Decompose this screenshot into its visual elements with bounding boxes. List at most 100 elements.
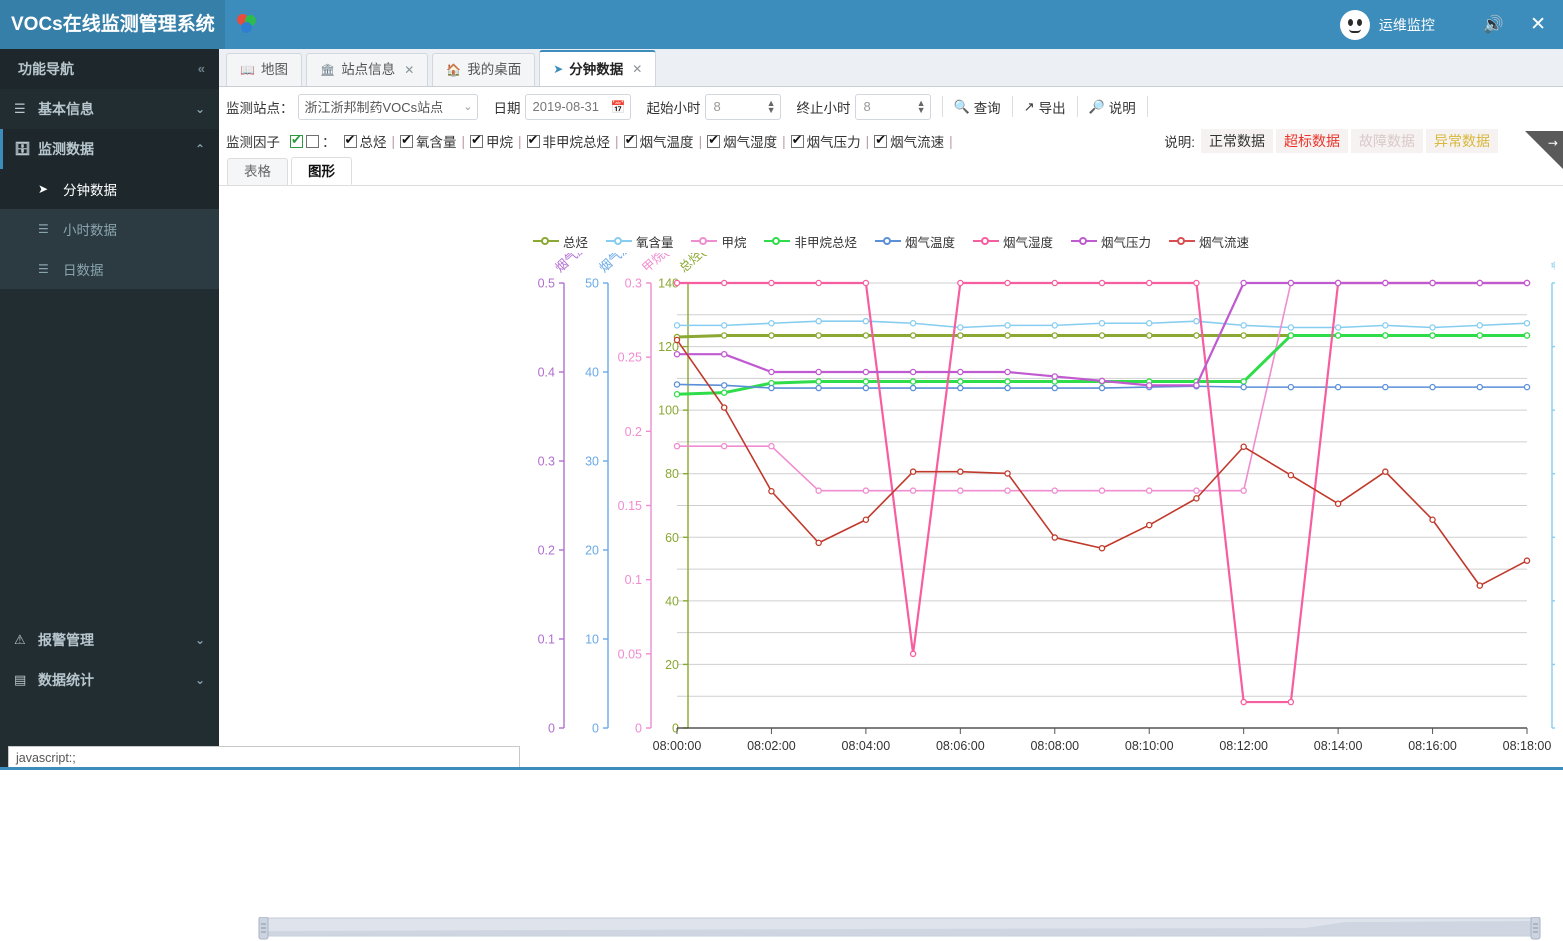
avatar[interactable] [1339,9,1370,40]
checkbox[interactable] [707,132,721,148]
sidebar-item-label: 报警管理 [38,632,94,648]
query-button[interactable]: 🔍 查询 [954,97,1001,117]
deselect-all-checkbox[interactable] [306,134,319,148]
divider: | [782,133,786,149]
tab-minute-data[interactable]: ➤ 分钟数据 ✕ [539,50,657,86]
sidebar-item-minute-data[interactable]: ➤ 分钟数据 [0,169,219,209]
legend-item-flue-humidity[interactable]: 烟气湿度 [973,232,1053,251]
axis-tick-label: 0.3 [538,455,555,469]
legend-label: 烟气压力 [1101,235,1152,250]
axis-tick-label: 0 [635,722,642,736]
chevron-up-icon: ⌃ [194,142,205,156]
checkbox[interactable] [874,132,888,148]
legend-item-nmhc[interactable]: 非甲烷总烃 [764,232,857,251]
double-chevron-left-icon[interactable]: « [197,61,205,76]
factor-item-flue-pressure[interactable]: 烟气压力 [790,131,861,151]
start-hour-stepper[interactable]: 8 ▲ ▼ [704,93,781,120]
divider [1146,96,1148,117]
tab-map[interactable]: 📖 地图 [226,53,302,86]
chart-x-axis: 08:00:00 08:02:00 08:04:00 08:06:00 08:08:00… [653,728,1551,753]
legend-marker [1169,236,1196,246]
sidebar-item-alarm-mgmt[interactable]: ⚠ 报警管理 ⌄ [0,620,219,660]
factor-item-flue-temp[interactable]: 烟气温度 [623,131,694,151]
divider: | [518,133,522,149]
help-button[interactable]: 🔎 说明 [1089,97,1136,117]
checkbox[interactable] [526,132,540,148]
tab-label: 我的桌面 [467,62,522,77]
checkbox[interactable] [343,132,357,148]
sidebar-item-label: 数据统计 [38,672,94,688]
checkbox[interactable] [790,132,804,148]
factor-item-nmhc[interactable]: 非甲烷总烃 [526,131,611,151]
axis-tick-label: 40 [585,366,599,380]
calendar-icon[interactable]: 📅 [610,99,626,114]
axis-tick-label: 0.1 [538,633,555,647]
select-all-checkbox[interactable] [290,132,303,148]
paper-plane-icon: ➤ [38,182,49,196]
date-input[interactable]: 2019-08-31 📅 [524,93,631,120]
legend-item-total-hydrocarbon[interactable]: 总烃 [532,232,588,251]
sidebar-item-data-stats[interactable]: ▤ 数据统计 ⌄ [0,660,219,700]
sidebar-item-day-data[interactable]: ☰ 日数据 [0,249,219,289]
sidebar-item-monitor-data[interactable]: 🗄 监测数据 ⌃ [0,129,219,169]
export-button[interactable]: ↗ 导出 [1024,97,1066,117]
bank-icon: 🏛 [319,63,336,77]
series-烟气压力 [673,279,1531,389]
axis-tick-label: 0.1 [625,573,642,587]
window-icon: ▤ [14,672,27,687]
tab-chart-view[interactable]: 图形 [291,157,352,185]
chart-range-scrollbar[interactable] [235,917,1563,941]
sidebar-item-hour-data[interactable]: ☰ 小时数据 [0,209,219,249]
tab-label: 地图 [260,62,288,77]
factor-item-oxygen[interactable]: 氧含量 [400,131,457,151]
axis-tick-label: 0 [592,722,599,736]
app-header: VOCs在线监测管理系统 运维监控 🔊 ✕ [0,0,1563,49]
station-select-value: 浙江浙邦制药VOCs站点 [304,100,444,115]
chevron-down-icon: ⌄ [194,102,205,116]
resize-diagonal-icon[interactable]: ↗ [1525,131,1563,169]
checkbox[interactable] [623,132,637,148]
x-tick-label: 08:00:00 [653,739,702,753]
factor-item-flue-humidity[interactable]: 烟气湿度 [707,131,777,151]
home-icon: 🏠 [446,63,462,77]
legend-label: 烟气温度 [905,235,956,250]
tab-my-desktop[interactable]: 🏠 我的桌面 [432,53,536,86]
factor-item-methane[interactable]: 甲烷 [470,131,513,151]
divider: | [615,133,619,149]
start-hour-label: 起始小时 [646,100,701,116]
sidebar-item-basic-info[interactable]: ☰ 基本信息 ⌄ [0,89,219,129]
list-icon: ☰ [14,101,26,116]
legend-item-oxygen[interactable]: 氧含量 [605,232,673,251]
checkbox[interactable] [400,132,414,148]
end-hour-stepper[interactable]: 8 ▲ ▼ [854,93,931,120]
factors-label: 监测因子 [226,135,280,150]
spinner-up-down-icon[interactable]: ▲ ▼ [766,97,776,115]
close-icon[interactable]: ✕ [632,61,643,76]
factor-label: 氧含量 [416,135,457,150]
x-tick-label: 08:16:00 [1408,739,1457,753]
axis-tick-label: 0.2 [538,544,555,558]
legend-item-flue-velocity[interactable]: 烟气流速 [1169,232,1249,251]
factor-item-flue-velocity[interactable]: 烟气流速 [874,131,944,151]
x-tick-label: 08:04:00 [842,739,891,753]
factor-item-total-hydrocarbon[interactable]: 总烃 [343,131,387,151]
checkbox[interactable] [470,132,484,148]
factor-label: 烟气压力 [806,135,861,150]
close-icon[interactable]: ✕ [404,63,415,77]
axis-tick-label: 100 [658,404,679,418]
legend-item-methane[interactable]: 甲烷 [691,232,746,251]
factor-label: 非甲烷总烃 [542,135,611,150]
tab-table-view[interactable]: 表格 [227,158,288,185]
database-icon: 🗄 [14,141,31,156]
divider: | [698,133,703,149]
legend-item-flue-temp[interactable]: 烟气温度 [875,232,955,251]
spinner-up-down-icon[interactable]: ▲ ▼ [916,97,926,115]
close-icon[interactable]: ✕ [1530,14,1546,35]
speaker-icon[interactable]: 🔊 [1482,14,1505,34]
legend-label: 非甲烷总烃 [794,235,857,250]
legend-item-flue-pressure[interactable]: 烟气压力 [1071,232,1151,251]
chart-plot[interactable]: 0.50.40.30.20.10烟气压力(KPa)50403020100烟气温度… [227,253,1555,753]
tab-station-info[interactable]: 🏛 站点信息 ✕ [305,53,429,86]
station-select[interactable]: 浙江浙邦制药VOCs站点 ⌄ [297,93,478,120]
axis-tick-label: 0.25 [618,351,642,365]
